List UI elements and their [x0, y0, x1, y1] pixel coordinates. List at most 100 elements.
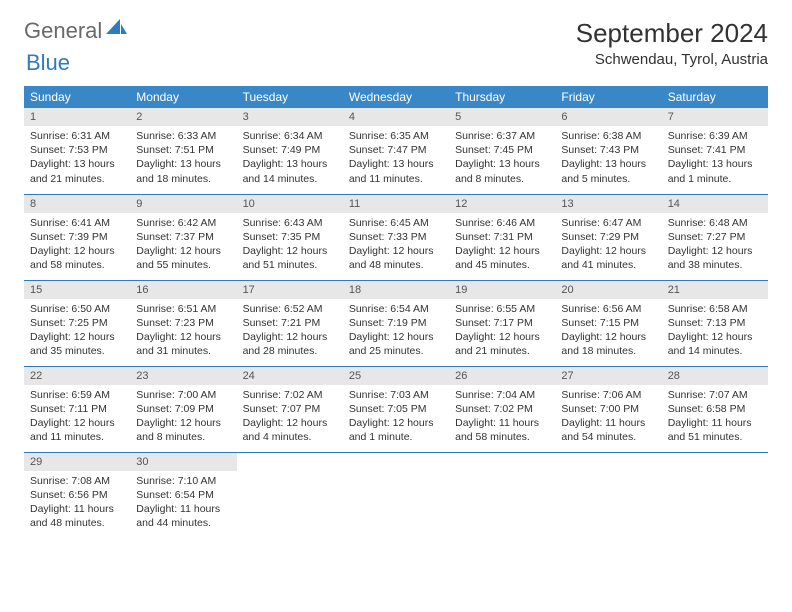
calendar-cell — [449, 452, 555, 538]
calendar-body: 1Sunrise: 6:31 AMSunset: 7:53 PMDaylight… — [24, 108, 768, 538]
daylight-text: Daylight: 12 hours and 25 minutes. — [349, 330, 443, 358]
col-tuesday: Tuesday — [237, 86, 343, 108]
daylight-text: Daylight: 13 hours and 11 minutes. — [349, 157, 443, 185]
sunrise-text: Sunrise: 6:56 AM — [561, 302, 655, 316]
daylight-text: Daylight: 12 hours and 41 minutes. — [561, 244, 655, 272]
daylight-text: Daylight: 11 hours and 48 minutes. — [30, 502, 124, 530]
day-details: Sunrise: 6:39 AMSunset: 7:41 PMDaylight:… — [662, 126, 768, 189]
calendar-cell: 8Sunrise: 6:41 AMSunset: 7:39 PMDaylight… — [24, 194, 130, 280]
calendar-cell: 15Sunrise: 6:50 AMSunset: 7:25 PMDayligh… — [24, 280, 130, 366]
day-number: 16 — [130, 281, 236, 299]
day-number: 2 — [130, 108, 236, 126]
calendar-row: 1Sunrise: 6:31 AMSunset: 7:53 PMDaylight… — [24, 108, 768, 194]
sunrise-text: Sunrise: 7:04 AM — [455, 388, 549, 402]
calendar-cell: 1Sunrise: 6:31 AMSunset: 7:53 PMDaylight… — [24, 108, 130, 194]
calendar-cell: 29Sunrise: 7:08 AMSunset: 6:56 PMDayligh… — [24, 452, 130, 538]
sunset-text: Sunset: 7:53 PM — [30, 143, 124, 157]
day-number: 25 — [343, 367, 449, 385]
day-number: 26 — [449, 367, 555, 385]
calendar-cell: 30Sunrise: 7:10 AMSunset: 6:54 PMDayligh… — [130, 452, 236, 538]
calendar-cell: 3Sunrise: 6:34 AMSunset: 7:49 PMDaylight… — [237, 108, 343, 194]
day-details: Sunrise: 7:03 AMSunset: 7:05 PMDaylight:… — [343, 385, 449, 448]
day-number: 28 — [662, 367, 768, 385]
sunrise-text: Sunrise: 7:10 AM — [136, 474, 230, 488]
day-number: 7 — [662, 108, 768, 126]
day-details: Sunrise: 7:10 AMSunset: 6:54 PMDaylight:… — [130, 471, 236, 534]
sunset-text: Sunset: 7:49 PM — [243, 143, 337, 157]
day-number: 3 — [237, 108, 343, 126]
calendar-cell: 18Sunrise: 6:54 AMSunset: 7:19 PMDayligh… — [343, 280, 449, 366]
day-details: Sunrise: 6:31 AMSunset: 7:53 PMDaylight:… — [24, 126, 130, 189]
day-number: 5 — [449, 108, 555, 126]
sunset-text: Sunset: 6:58 PM — [668, 402, 762, 416]
day-number: 11 — [343, 195, 449, 213]
daylight-text: Daylight: 11 hours and 58 minutes. — [455, 416, 549, 444]
month-title: September 2024 — [576, 18, 768, 49]
day-details: Sunrise: 6:37 AMSunset: 7:45 PMDaylight:… — [449, 126, 555, 189]
col-friday: Friday — [555, 86, 661, 108]
day-details: Sunrise: 6:33 AMSunset: 7:51 PMDaylight:… — [130, 126, 236, 189]
day-number: 17 — [237, 281, 343, 299]
day-details: Sunrise: 6:38 AMSunset: 7:43 PMDaylight:… — [555, 126, 661, 189]
daylight-text: Daylight: 13 hours and 8 minutes. — [455, 157, 549, 185]
day-number: 30 — [130, 453, 236, 471]
day-number: 21 — [662, 281, 768, 299]
sunset-text: Sunset: 7:00 PM — [561, 402, 655, 416]
daylight-text: Daylight: 12 hours and 58 minutes. — [30, 244, 124, 272]
col-monday: Monday — [130, 86, 236, 108]
day-number: 10 — [237, 195, 343, 213]
sunrise-text: Sunrise: 6:34 AM — [243, 129, 337, 143]
day-details: Sunrise: 7:08 AMSunset: 6:56 PMDaylight:… — [24, 471, 130, 534]
daylight-text: Daylight: 12 hours and 8 minutes. — [136, 416, 230, 444]
day-number: 20 — [555, 281, 661, 299]
sunrise-text: Sunrise: 6:52 AM — [243, 302, 337, 316]
day-number: 12 — [449, 195, 555, 213]
daylight-text: Daylight: 12 hours and 48 minutes. — [349, 244, 443, 272]
sunrise-text: Sunrise: 6:50 AM — [30, 302, 124, 316]
sunset-text: Sunset: 7:13 PM — [668, 316, 762, 330]
calendar-cell: 21Sunrise: 6:58 AMSunset: 7:13 PMDayligh… — [662, 280, 768, 366]
calendar-cell — [237, 452, 343, 538]
day-number: 4 — [343, 108, 449, 126]
sunset-text: Sunset: 7:15 PM — [561, 316, 655, 330]
sunrise-text: Sunrise: 6:51 AM — [136, 302, 230, 316]
daylight-text: Daylight: 13 hours and 21 minutes. — [30, 157, 124, 185]
daylight-text: Daylight: 11 hours and 51 minutes. — [668, 416, 762, 444]
day-details: Sunrise: 6:43 AMSunset: 7:35 PMDaylight:… — [237, 213, 343, 276]
calendar-row: 29Sunrise: 7:08 AMSunset: 6:56 PMDayligh… — [24, 452, 768, 538]
day-details: Sunrise: 6:50 AMSunset: 7:25 PMDaylight:… — [24, 299, 130, 362]
day-details: Sunrise: 6:55 AMSunset: 7:17 PMDaylight:… — [449, 299, 555, 362]
day-details: Sunrise: 6:48 AMSunset: 7:27 PMDaylight:… — [662, 213, 768, 276]
sunrise-text: Sunrise: 6:35 AM — [349, 129, 443, 143]
calendar-cell: 2Sunrise: 6:33 AMSunset: 7:51 PMDaylight… — [130, 108, 236, 194]
sunrise-text: Sunrise: 6:55 AM — [455, 302, 549, 316]
sunrise-text: Sunrise: 6:38 AM — [561, 129, 655, 143]
day-details: Sunrise: 6:46 AMSunset: 7:31 PMDaylight:… — [449, 213, 555, 276]
sunset-text: Sunset: 7:09 PM — [136, 402, 230, 416]
sunrise-text: Sunrise: 7:02 AM — [243, 388, 337, 402]
sunset-text: Sunset: 7:35 PM — [243, 230, 337, 244]
sunrise-text: Sunrise: 6:43 AM — [243, 216, 337, 230]
day-details: Sunrise: 7:04 AMSunset: 7:02 PMDaylight:… — [449, 385, 555, 448]
day-details: Sunrise: 7:06 AMSunset: 7:00 PMDaylight:… — [555, 385, 661, 448]
sunset-text: Sunset: 7:47 PM — [349, 143, 443, 157]
calendar-cell: 19Sunrise: 6:55 AMSunset: 7:17 PMDayligh… — [449, 280, 555, 366]
col-wednesday: Wednesday — [343, 86, 449, 108]
sunset-text: Sunset: 6:56 PM — [30, 488, 124, 502]
day-number: 27 — [555, 367, 661, 385]
calendar-cell: 22Sunrise: 6:59 AMSunset: 7:11 PMDayligh… — [24, 366, 130, 452]
calendar-table: Sunday Monday Tuesday Wednesday Thursday… — [24, 86, 768, 538]
day-details: Sunrise: 6:56 AMSunset: 7:15 PMDaylight:… — [555, 299, 661, 362]
sunset-text: Sunset: 7:39 PM — [30, 230, 124, 244]
sunset-text: Sunset: 7:37 PM — [136, 230, 230, 244]
day-number: 18 — [343, 281, 449, 299]
calendar-cell: 28Sunrise: 7:07 AMSunset: 6:58 PMDayligh… — [662, 366, 768, 452]
sunset-text: Sunset: 7:45 PM — [455, 143, 549, 157]
sunset-text: Sunset: 7:43 PM — [561, 143, 655, 157]
daylight-text: Daylight: 13 hours and 18 minutes. — [136, 157, 230, 185]
sunset-text: Sunset: 7:05 PM — [349, 402, 443, 416]
calendar-cell: 4 Sunrise: 6:35 AMSunset: 7:47 PMDaylight… — [343, 108, 449, 194]
calendar-cell: 13Sunrise: 6:47 AMSunset: 7:29 PMDayligh… — [555, 194, 661, 280]
calendar-cell: 12Sunrise: 6:46 AMSunset: 7:31 PMDayligh… — [449, 194, 555, 280]
sunrise-text: Sunrise: 6:48 AM — [668, 216, 762, 230]
